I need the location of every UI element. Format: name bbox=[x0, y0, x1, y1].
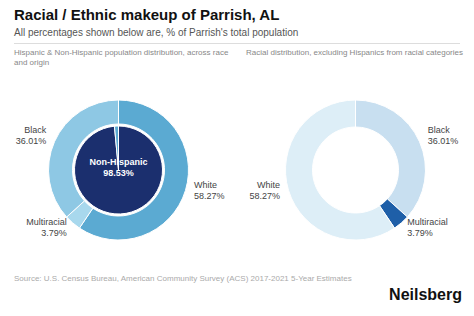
html-text:Neilsberg: Neilsberg bbox=[389, 286, 462, 303]
svg-text:Multiracial3.79%: Multiracial3.79% bbox=[26, 217, 67, 238]
svg-text:Non-Hispanic98.53%: Non-Hispanic98.53% bbox=[89, 157, 147, 178]
html-text:Racial / Ethnic makeup of Parr: Racial / Ethnic makeup of Parrish, AL bbox=[14, 6, 280, 23]
html-text:Racial distribution, excluding: Racial distribution, excluding Hispanics… bbox=[246, 48, 463, 57]
svg-text:Black36.01%: Black36.01% bbox=[428, 125, 459, 146]
svg-text:White58.27%: White58.27% bbox=[249, 180, 280, 201]
svg-text:Black36.01%: Black36.01% bbox=[16, 125, 47, 146]
html-text:Hispanic & Non-Hispanic popula: Hispanic & Non-Hispanic population distr… bbox=[14, 48, 229, 67]
html-text:All percentages shown below ar: All percentages shown below are, % of Pa… bbox=[14, 27, 299, 38]
html-text:Source: U.S. Census Bureau, Am: Source: U.S. Census Bureau, American Com… bbox=[14, 274, 352, 283]
svg-text:Multiracial3.79%: Multiracial3.79% bbox=[407, 217, 448, 238]
svg-text:White58.27%: White58.27% bbox=[194, 180, 225, 201]
